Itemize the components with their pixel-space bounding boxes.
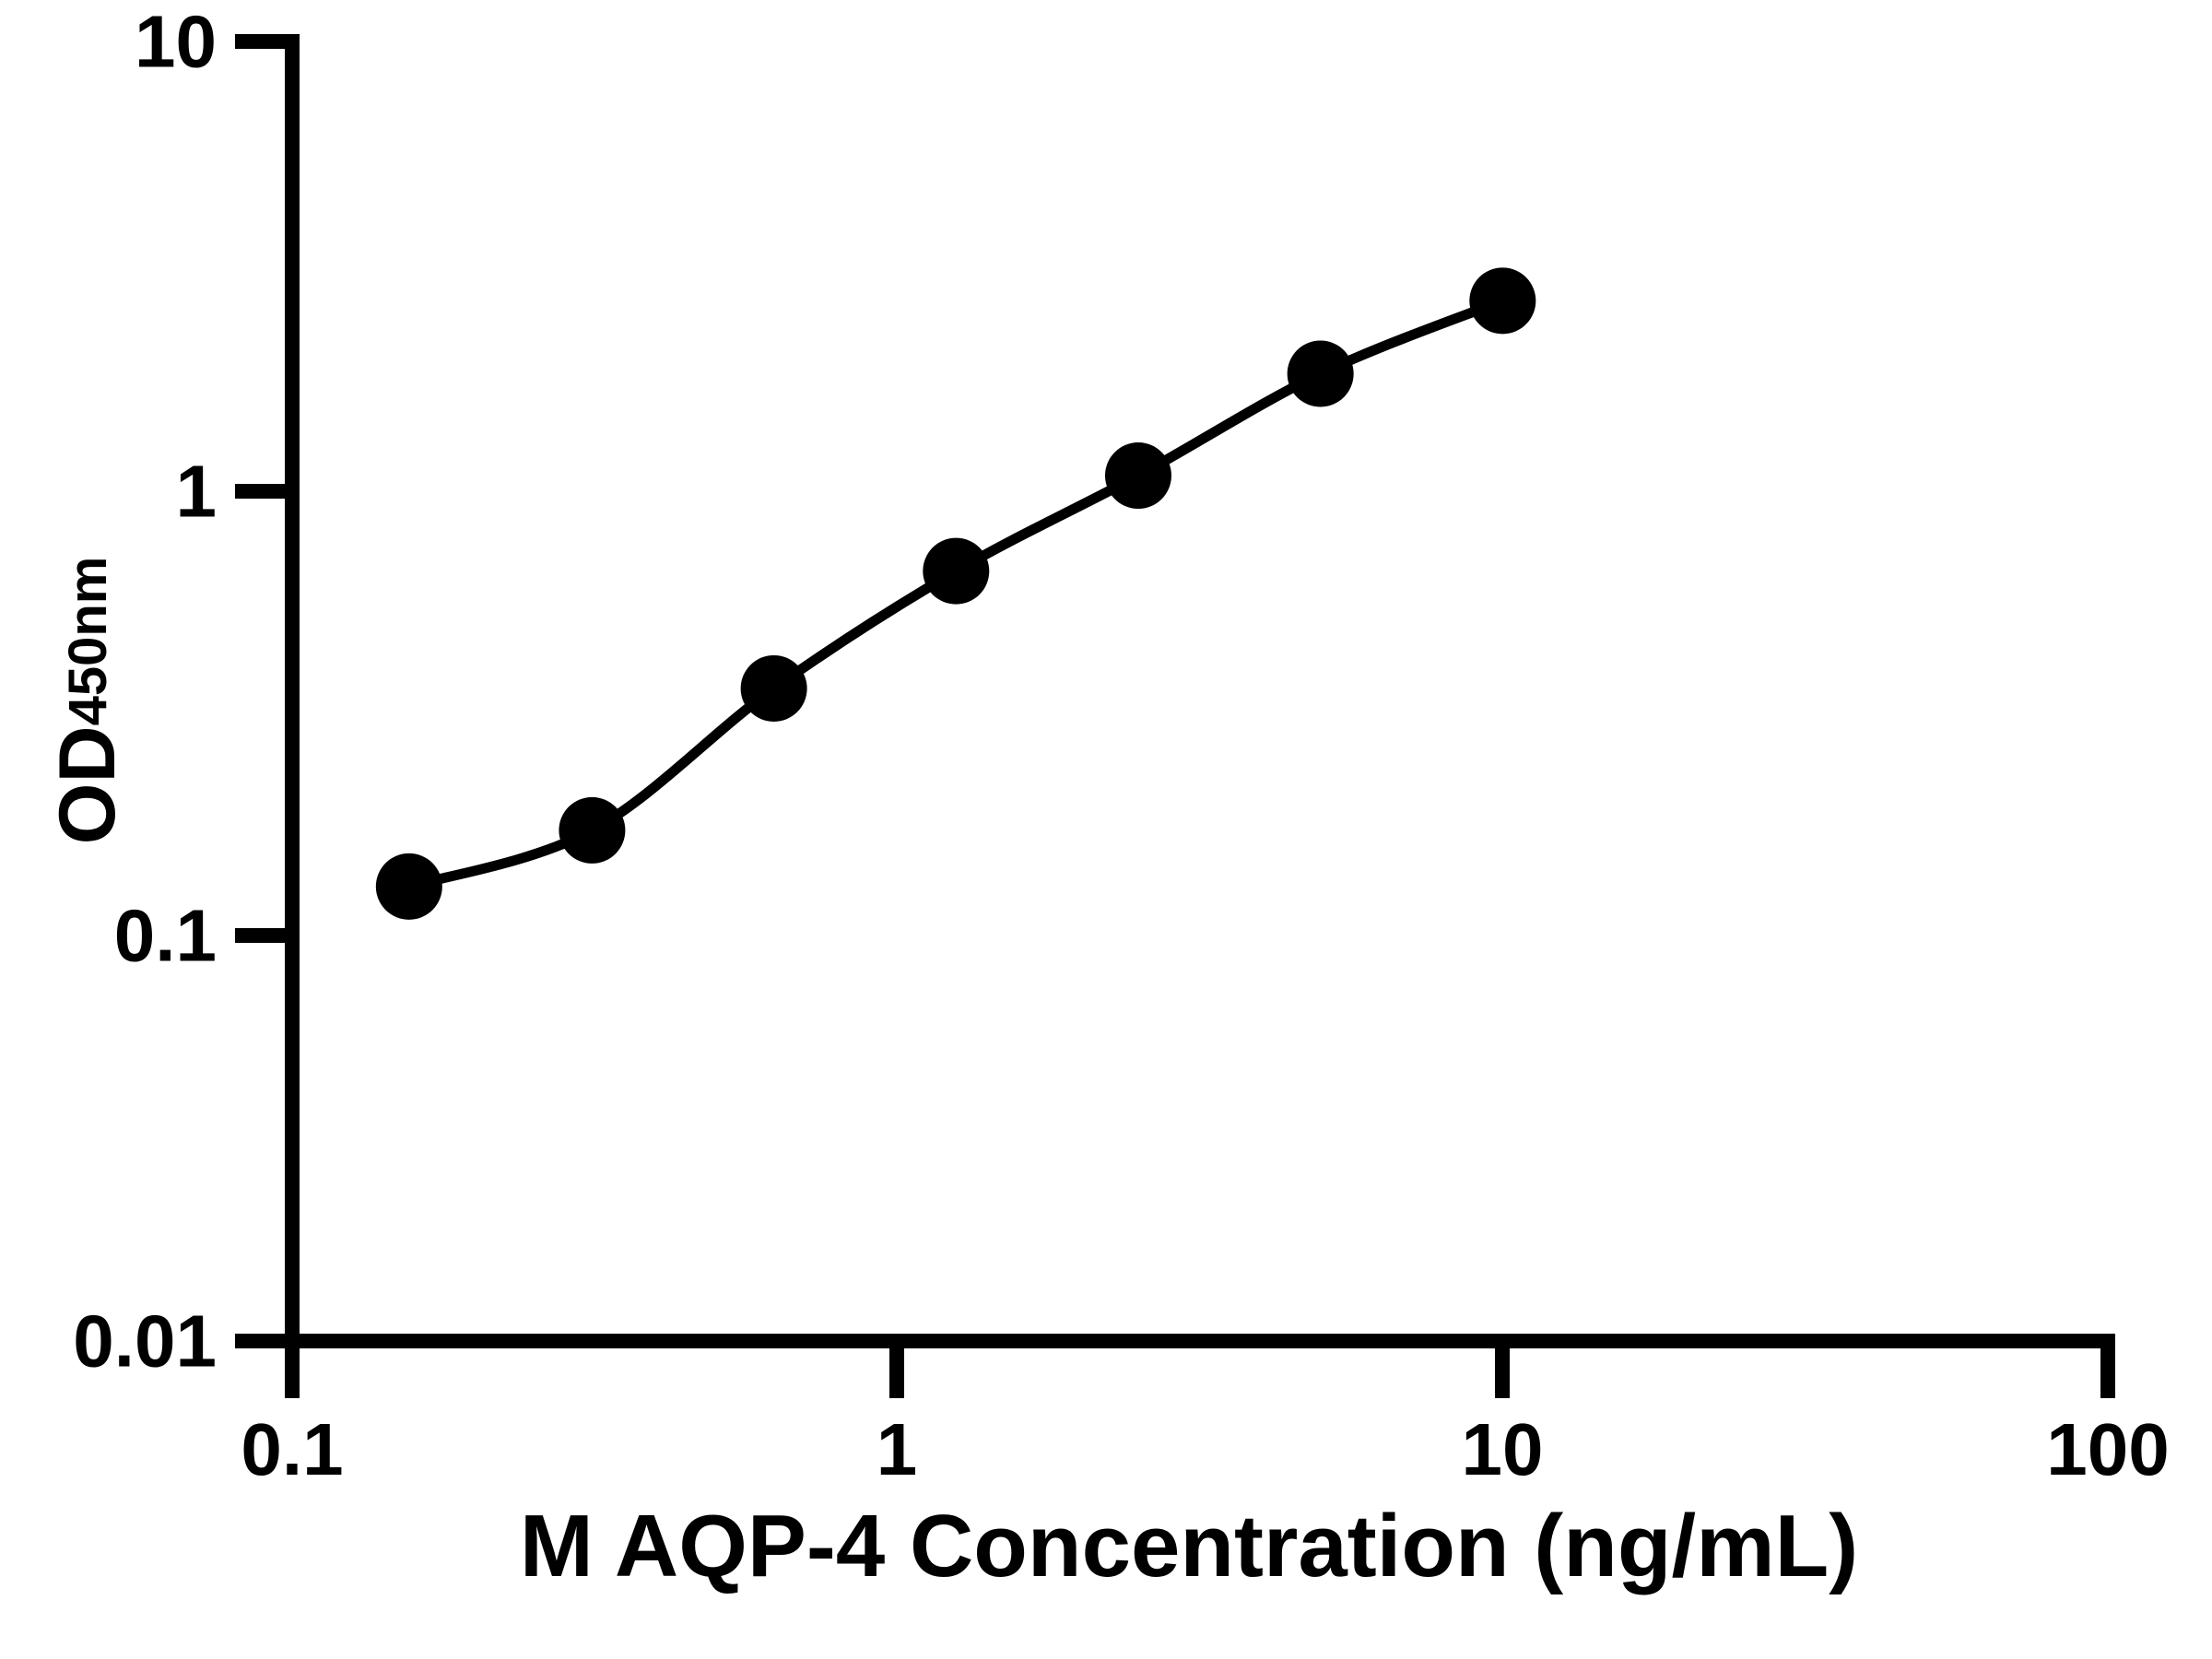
data-point-marker — [740, 654, 807, 722]
x-tick-label-100: 100 — [2046, 1408, 2169, 1490]
data-point-marker — [1469, 267, 1536, 335]
x-axis-tick-labels: 0.1 1 10 100 — [241, 1408, 2169, 1490]
y-tick-label-0.1: 0.1 — [114, 895, 217, 977]
y-axis-title: OD450nm — [43, 557, 132, 845]
y-axis-title-main: OD — [43, 725, 132, 844]
axis-lines — [235, 41, 2108, 1348]
data-point-marker — [375, 853, 442, 920]
x-tick-label-1: 1 — [877, 1408, 918, 1490]
y-tick-label-1: 1 — [176, 451, 218, 533]
y-tick-label-10: 10 — [135, 1, 217, 83]
x-axis-title: M AQP-4 Concentration (ng/mL) — [520, 1497, 1858, 1595]
data-point-marker — [1104, 442, 1171, 510]
y-axis-tick-labels: 10 1 0.1 0.01 — [73, 1, 217, 1382]
svg-text:OD450nm: OD450nm — [43, 557, 132, 845]
data-point-marker — [923, 537, 990, 605]
y-tick-label-0.01: 0.01 — [73, 1300, 217, 1382]
x-tick-label-10: 10 — [1462, 1408, 1544, 1490]
data-series-markers — [375, 267, 1536, 920]
y-axis-title-sub: 450nm — [58, 557, 118, 726]
x-tick-label-0.1: 0.1 — [241, 1408, 343, 1490]
data-point-marker — [559, 796, 626, 864]
data-point-marker — [1287, 340, 1354, 407]
x-axis-ticks — [285, 1334, 2115, 1398]
